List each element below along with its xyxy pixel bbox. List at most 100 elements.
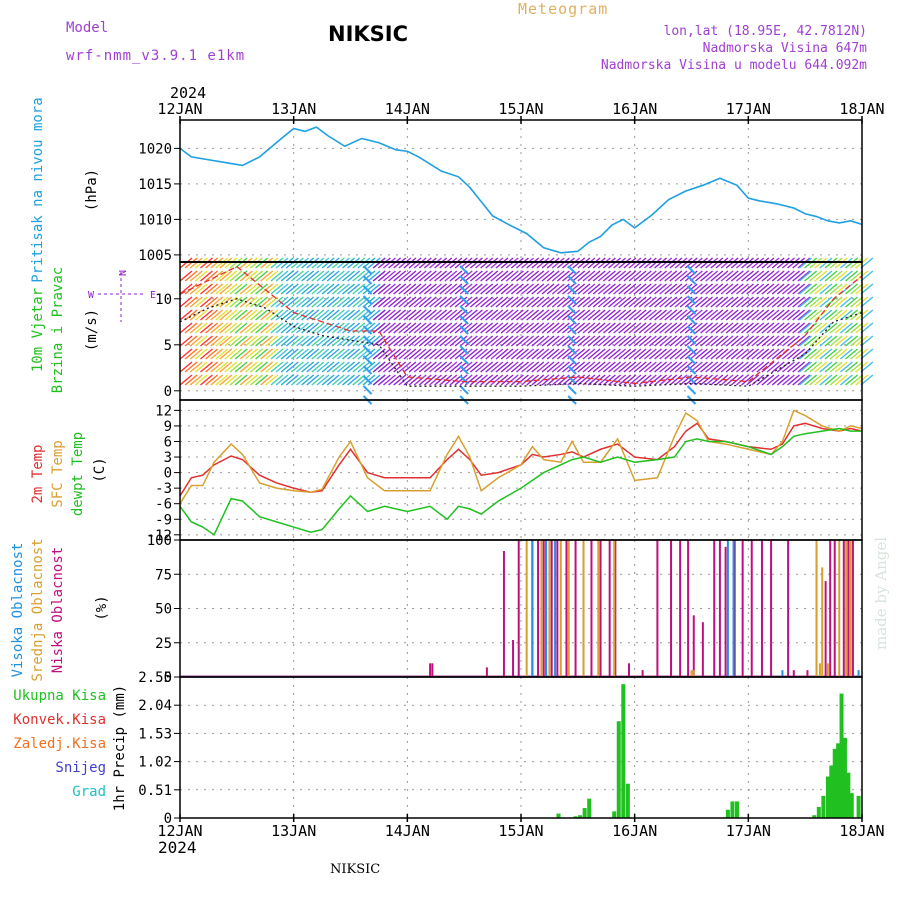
wind-barb bbox=[418, 270, 432, 282]
y-tick-label: 1.53 bbox=[138, 726, 172, 742]
wind-barb bbox=[746, 309, 760, 321]
wind-barb bbox=[541, 270, 555, 282]
wind-barb bbox=[383, 270, 396, 282]
wind-barb bbox=[684, 348, 698, 360]
wind-barb bbox=[516, 361, 529, 373]
wind-barb bbox=[751, 283, 765, 295]
wind-barb bbox=[362, 374, 376, 386]
wind-barb bbox=[280, 361, 294, 373]
wind-barb bbox=[255, 309, 269, 321]
wind-barb bbox=[834, 361, 848, 373]
wind-barb bbox=[464, 348, 478, 360]
wind-barb bbox=[459, 265, 469, 275]
wind-barb bbox=[475, 283, 488, 295]
wind-barb bbox=[444, 374, 458, 386]
wind-barb bbox=[648, 374, 662, 386]
wind-barb bbox=[311, 270, 325, 282]
wind-barb bbox=[429, 335, 442, 347]
wind-barb bbox=[613, 322, 627, 334]
precip-bar bbox=[839, 693, 844, 818]
wind-barb bbox=[845, 374, 858, 386]
wind-barb bbox=[184, 296, 198, 308]
wind-barb bbox=[408, 309, 422, 321]
wind-barb bbox=[255, 348, 269, 360]
wind-barb bbox=[500, 296, 514, 308]
day-label-top: 18JAN bbox=[839, 100, 884, 118]
wind-barb bbox=[367, 270, 381, 282]
wind-barb bbox=[219, 348, 233, 360]
wind-barb bbox=[244, 270, 258, 282]
wind-barb bbox=[715, 322, 729, 334]
precip-bars bbox=[556, 684, 861, 818]
wind-barb bbox=[255, 296, 269, 308]
wind-barb bbox=[592, 309, 606, 321]
wind-barb bbox=[179, 374, 193, 386]
wind-barb bbox=[516, 283, 529, 295]
wind-barb bbox=[804, 309, 818, 321]
wind-barb bbox=[352, 309, 366, 321]
pressure-axis-unit: (hPa) bbox=[84, 169, 100, 211]
wind-barb bbox=[766, 322, 780, 334]
wind-barb bbox=[551, 309, 565, 321]
wind-barb bbox=[306, 296, 320, 308]
wind-barb bbox=[799, 309, 812, 321]
wind-barb bbox=[602, 296, 616, 308]
wind-barb bbox=[735, 270, 749, 282]
wind-barb bbox=[485, 309, 499, 321]
wind-barb bbox=[250, 309, 263, 321]
wind-barb bbox=[715, 348, 729, 360]
wind-barb bbox=[608, 322, 621, 334]
wind-barb bbox=[761, 361, 775, 373]
wind-barb bbox=[200, 322, 213, 334]
wind-barb bbox=[648, 309, 662, 321]
wind-barb bbox=[541, 348, 555, 360]
wind-barb bbox=[362, 315, 373, 325]
wind-barb bbox=[648, 348, 662, 360]
day-label-top: 17JAN bbox=[726, 100, 771, 118]
precip-bar bbox=[825, 776, 830, 818]
wind-barb bbox=[686, 305, 697, 315]
wind-barb bbox=[741, 309, 754, 321]
wind-barb bbox=[834, 283, 848, 295]
wind-barb bbox=[321, 283, 335, 295]
wind-axis-title: 10m Vjetar bbox=[30, 288, 46, 372]
wind-barb bbox=[705, 374, 719, 386]
wind-barb bbox=[239, 270, 253, 282]
wind-barb bbox=[633, 348, 647, 360]
wind-barb bbox=[200, 270, 213, 282]
wind-barb bbox=[280, 374, 294, 386]
wind-barb bbox=[602, 335, 616, 347]
wind-barb bbox=[587, 361, 601, 373]
wind-barb bbox=[280, 283, 294, 295]
wind-barb bbox=[834, 270, 848, 282]
wind-barb bbox=[189, 309, 203, 321]
wind-barb bbox=[679, 322, 693, 334]
wind-barb bbox=[689, 309, 703, 321]
wind-barb bbox=[480, 309, 494, 321]
wind-barb bbox=[505, 309, 519, 321]
wind-barb bbox=[536, 309, 550, 321]
wind-barb bbox=[270, 374, 284, 386]
day-label-bottom: 17JAN bbox=[726, 822, 771, 840]
wind-barb bbox=[839, 296, 853, 308]
wind-barb bbox=[459, 385, 469, 395]
wind-barb bbox=[623, 335, 637, 347]
wind-barb bbox=[434, 283, 448, 295]
wind-barb bbox=[301, 361, 315, 373]
wind-barb bbox=[845, 270, 858, 282]
day-label-bottom: 18JAN bbox=[839, 822, 884, 840]
wind-barb bbox=[285, 322, 299, 334]
wind-barb bbox=[510, 374, 524, 386]
wind-barb bbox=[521, 270, 535, 282]
wind-barb bbox=[219, 361, 233, 373]
wind-barb bbox=[393, 361, 407, 373]
wind-barb bbox=[347, 322, 361, 334]
wind-barb bbox=[244, 335, 258, 347]
wind-barb bbox=[459, 365, 469, 375]
wind-barb bbox=[347, 296, 361, 308]
wind-barb bbox=[480, 283, 494, 295]
wind-barb bbox=[536, 335, 550, 347]
wind-barb bbox=[326, 309, 340, 321]
wind-barb bbox=[250, 348, 263, 360]
wind-barb bbox=[403, 270, 417, 282]
